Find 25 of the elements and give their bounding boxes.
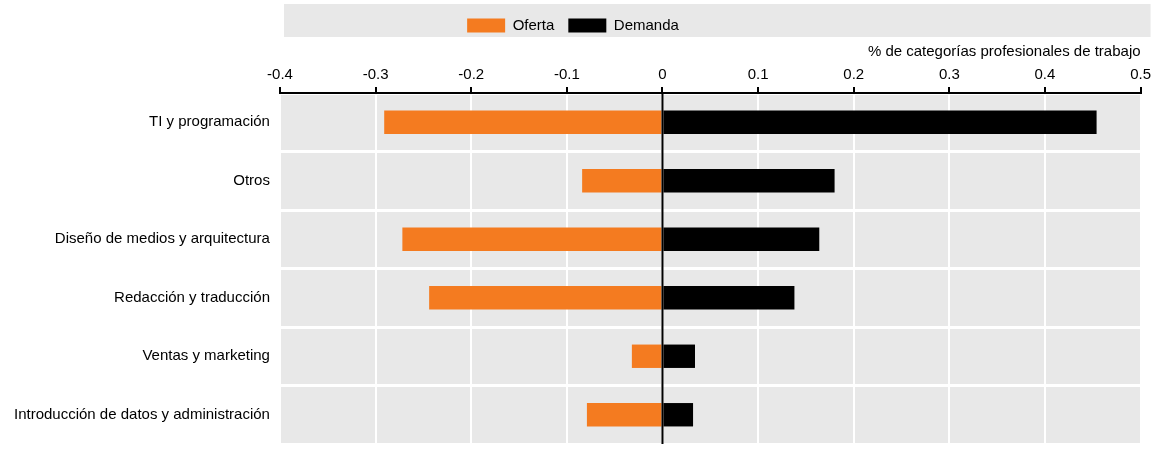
legend-label: Demanda [613, 15, 680, 33]
bar [586, 403, 662, 427]
y-tick-label: TI y programación [149, 112, 270, 130]
x-tick-label: 0.2 [843, 65, 865, 83]
x-tick-label: -0.3 [362, 65, 389, 83]
x-tick-label: 0.1 [747, 65, 769, 83]
x-axis-title: % de categorías profesionales de trabajo [867, 42, 1141, 60]
y-tick-label: Redacción y traducción [114, 287, 270, 305]
x-tick-label: -0.4 [267, 65, 293, 83]
bar [631, 344, 662, 368]
y-tick-label: Otros [233, 170, 270, 188]
y-tick-label: Diseño de medios y arquitectura [54, 229, 271, 247]
legend-label: Oferta [512, 15, 555, 33]
x-tick-label: 0.3 [938, 65, 960, 83]
x-tick-label: -0.1 [553, 65, 580, 83]
x-tick-label: 0 [658, 65, 667, 83]
x-tick-label: 0.4 [1034, 65, 1056, 83]
bar [384, 110, 662, 134]
bar [429, 286, 662, 310]
y-tick-label: Introducción de datos y administración [13, 404, 270, 422]
x-tick-label: 0.5 [1130, 65, 1151, 83]
bar [402, 227, 662, 251]
y-tick-label: Ventas y marketing [142, 346, 270, 364]
bar [582, 169, 662, 193]
x-tick-label: -0.2 [458, 65, 485, 83]
